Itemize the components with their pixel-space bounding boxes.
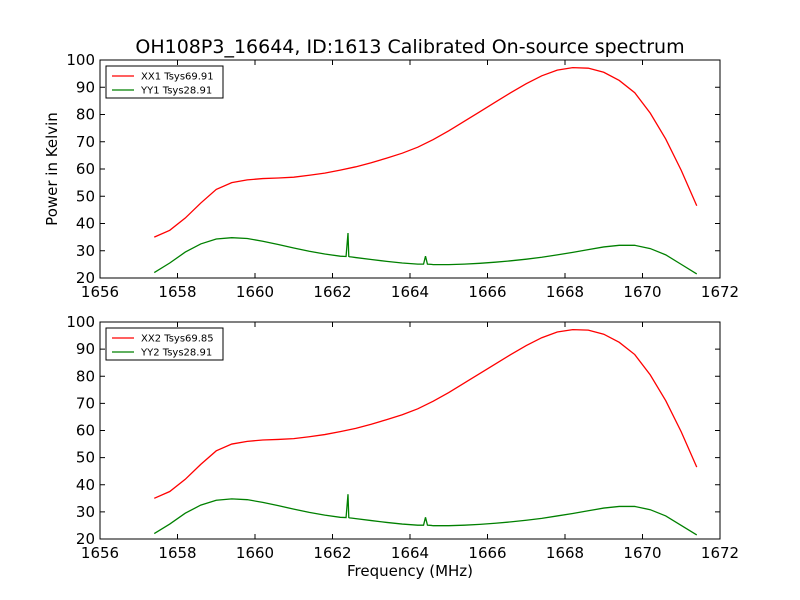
y-tick-label: 50 <box>76 187 95 205</box>
x-tick-label: 1666 <box>468 544 506 562</box>
legend-box <box>105 65 224 99</box>
y-tick-label: 70 <box>76 394 95 412</box>
y-tick-label: 50 <box>76 449 95 467</box>
y-tick-label: 30 <box>76 503 95 521</box>
legend-label: XX2 Tsys69.85 <box>141 334 214 345</box>
y-tick-label: 80 <box>76 367 95 385</box>
x-axis-label: Frequency (MHz) <box>347 562 473 580</box>
x-tick-label: 1664 <box>391 544 429 562</box>
x-tick-label: 1658 <box>158 283 196 301</box>
legend-box <box>105 327 224 361</box>
x-tick-label: 1656 <box>81 283 119 301</box>
x-tick-label: 1664 <box>391 283 429 301</box>
y-tick-label: 90 <box>76 340 95 358</box>
x-tick-label: 1670 <box>623 283 661 301</box>
x-tick-label: 1670 <box>623 544 661 562</box>
x-tick-label: 1666 <box>468 283 506 301</box>
panel-2: 1656 1658 1660 1662 1664 1666 1668 1670 1672 20 30… <box>66 313 739 580</box>
panel-1: 1656 1658 1660 1662 1664 1666 1668 1670 1672 20 30… <box>43 51 739 301</box>
chart-title: OH108P3_16644, ID:1613 Calibrated On-sou… <box>135 36 684 58</box>
x-tick-label: 1656 <box>81 544 119 562</box>
legend: XX2 Tsys69.85 YY2 Tsys28.91 <box>105 327 224 361</box>
legend-label: YY2 Tsys28.91 <box>140 348 212 359</box>
y-tick-label: 20 <box>76 269 95 287</box>
legend-label: XX1 Tsys69.91 <box>141 72 214 83</box>
x-tick-label: 1668 <box>546 283 584 301</box>
x-tick-label: 1672 <box>701 283 739 301</box>
y-tick-label: 40 <box>76 215 95 233</box>
y-tick-label: 20 <box>76 530 95 548</box>
legend: XX1 Tsys69.91 YY1 Tsys28.91 <box>105 65 224 99</box>
series-line-2 <box>153 494 698 536</box>
legend-label: YY1 Tsys28.91 <box>140 86 212 97</box>
series-line-2 <box>153 232 698 275</box>
y-tick-label: 80 <box>76 106 95 124</box>
y-tick-label: 70 <box>76 133 95 151</box>
y-axis-label: Power in Kelvin <box>43 112 61 226</box>
y-tick-label: 40 <box>76 476 95 494</box>
x-tick-label: 1662 <box>313 283 351 301</box>
y-tick-label: 60 <box>76 422 95 440</box>
x-tick-label: 1660 <box>236 544 274 562</box>
x-tick-label: 1662 <box>313 544 351 562</box>
series-line-1 <box>153 328 698 499</box>
series-line-1 <box>153 66 698 238</box>
x-tick-label: 1658 <box>158 544 196 562</box>
y-tick-label: 60 <box>76 160 95 178</box>
panels: 1656 1658 1660 1662 1664 1666 1668 1670 1672 20 30… <box>43 51 739 580</box>
y-tick-label: 100 <box>66 313 95 331</box>
y-tick-label: 100 <box>66 51 95 69</box>
y-tick-label: 90 <box>76 78 95 96</box>
x-tick-label: 1668 <box>546 544 584 562</box>
y-tick-label: 30 <box>76 242 95 260</box>
x-tick-label: 1660 <box>236 283 274 301</box>
x-tick-label: 1672 <box>701 544 739 562</box>
